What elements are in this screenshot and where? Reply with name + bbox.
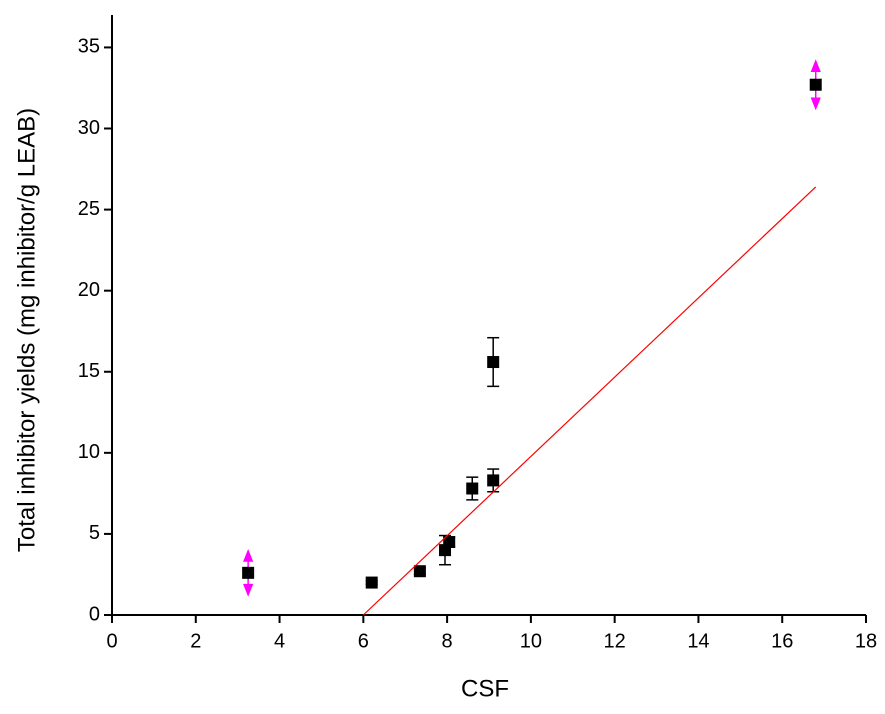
fit-line bbox=[362, 186, 817, 616]
point bbox=[487, 356, 500, 369]
point bbox=[242, 566, 255, 579]
x-tick-label: 8 bbox=[442, 630, 453, 652]
error-bar-part bbox=[243, 548, 254, 562]
y-tick-label: 35 bbox=[78, 36, 100, 58]
point bbox=[413, 565, 426, 578]
y-tick-label: 20 bbox=[78, 279, 100, 301]
x-tick-label: 6 bbox=[358, 630, 369, 652]
y-tick-label: 0 bbox=[89, 603, 100, 625]
x-tick-label: 10 bbox=[520, 630, 542, 652]
x-tick-label: 14 bbox=[687, 630, 709, 652]
x-tick-label: 4 bbox=[274, 630, 285, 652]
x-axis-label: CSF bbox=[461, 675, 509, 702]
x-tick-label: 12 bbox=[604, 630, 626, 652]
error-bar bbox=[810, 59, 821, 111]
y-tick-label: 30 bbox=[78, 117, 100, 139]
x-tick-label: 2 bbox=[190, 630, 201, 652]
point bbox=[443, 536, 456, 549]
x-tick-label: 18 bbox=[855, 630, 877, 652]
x-tick-label: 16 bbox=[771, 630, 793, 652]
y-tick-label: 5 bbox=[89, 522, 100, 544]
point bbox=[487, 474, 500, 487]
y-axis-label: Total inhibitor yields (mg inhibitor/g L… bbox=[13, 108, 40, 552]
point bbox=[365, 576, 378, 589]
y-tick-label: 10 bbox=[78, 441, 100, 463]
error-bar-part bbox=[243, 583, 254, 597]
y-tick-label: 15 bbox=[78, 360, 100, 382]
x-tick-label: 0 bbox=[106, 630, 117, 652]
error-bar-part bbox=[810, 97, 821, 111]
point bbox=[466, 482, 479, 495]
y-tick-label: 25 bbox=[78, 198, 100, 220]
point bbox=[809, 78, 822, 91]
error-bar bbox=[243, 548, 254, 597]
error-bar-part bbox=[810, 59, 821, 73]
